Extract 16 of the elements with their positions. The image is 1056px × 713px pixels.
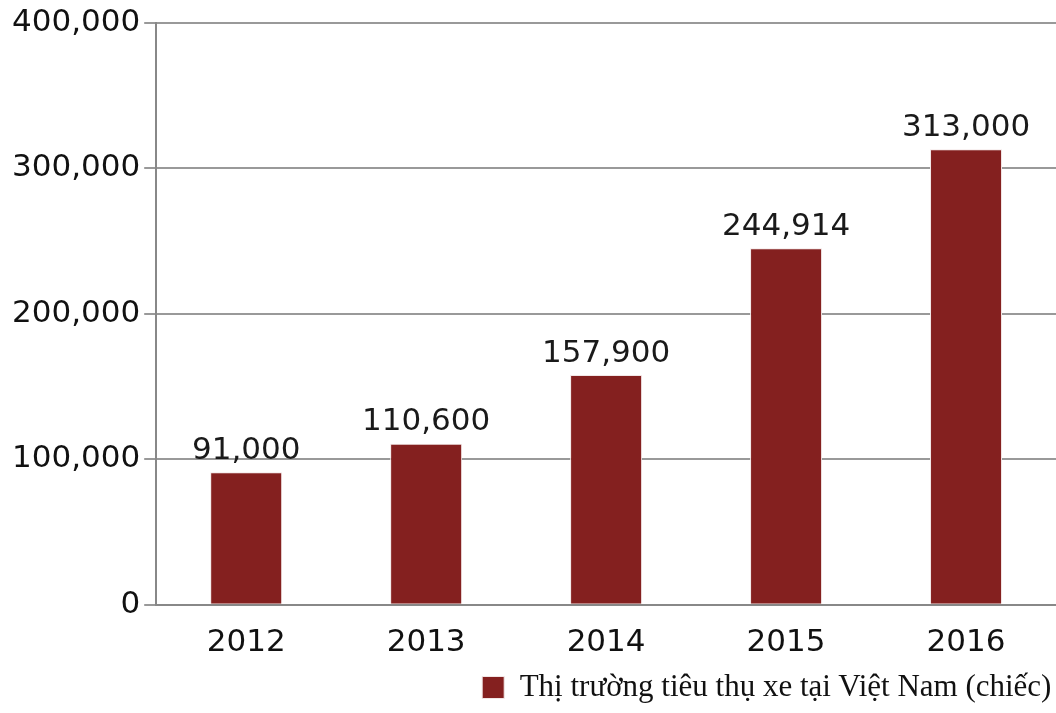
y-tick-label: 400,000: [11, 1, 141, 38]
data-label: 110,600: [362, 401, 491, 438]
y-tick-label: 100,000: [11, 438, 141, 475]
y-tick-label: 300,000: [11, 147, 141, 184]
y-tick-label: 200,000: [11, 292, 141, 329]
x-tick-label: 2016: [926, 622, 1006, 659]
data-label: 157,900: [541, 332, 671, 369]
data-label: 91,000: [191, 429, 301, 466]
data-label: 244,914: [721, 205, 851, 242]
data-label: 313,000: [901, 106, 1031, 143]
x-tick-label: 2014: [566, 622, 646, 659]
x-tick-label: 2012: [206, 622, 286, 659]
legend-label: Thị trường tiêu thụ xe tại Việt Nam (chiếc): [519, 667, 1052, 703]
x-tick-label: 2013: [386, 622, 466, 659]
x-tick-label: 2015: [746, 622, 826, 659]
y-tick-label: 0: [120, 583, 141, 620]
